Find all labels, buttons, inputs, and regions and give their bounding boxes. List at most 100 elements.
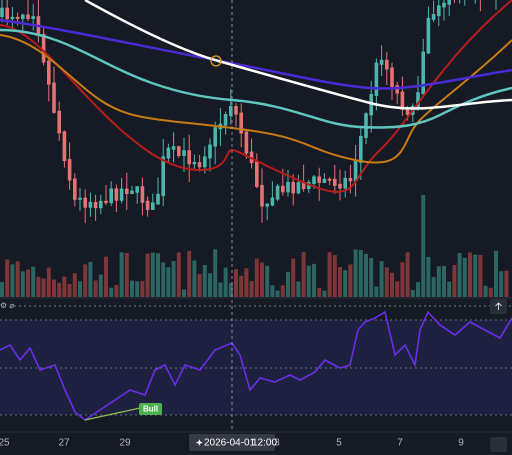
volume-bar (88, 262, 93, 297)
volume-bar (192, 260, 197, 297)
volume-bar (0, 282, 4, 297)
volume-bar (494, 250, 498, 297)
candle-body (333, 178, 337, 186)
candle-body (416, 92, 420, 108)
volume-bar (343, 270, 348, 297)
candles (0, 0, 497, 224)
candle-body (317, 176, 321, 183)
bull-label: Bull (143, 405, 158, 414)
candle-body (296, 182, 301, 194)
candle-body (265, 203, 269, 207)
candle-body (405, 107, 410, 115)
candle-body (26, 14, 30, 19)
volume-bar (171, 261, 176, 297)
volume-bar (301, 252, 306, 297)
volume-bar (67, 284, 72, 297)
volume-bar (291, 258, 296, 297)
candle-body (369, 93, 373, 116)
candle-body (21, 14, 25, 19)
candle-body (73, 178, 77, 200)
ma-teal (0, 28, 512, 129)
scroll-button[interactable] (490, 437, 507, 452)
pane-icons[interactable]: ⚙ ⌀ (0, 301, 14, 310)
volume-bar (436, 266, 441, 297)
candle-body (203, 156, 207, 168)
candle-body (88, 201, 93, 208)
volume-bar (244, 268, 249, 297)
volume-bar (31, 266, 36, 297)
volume-bar (260, 262, 264, 297)
candle-body (229, 106, 233, 117)
volume-bar (166, 267, 171, 297)
volume-bar (353, 249, 358, 297)
candle-body (312, 176, 316, 184)
volume-bar (20, 271, 25, 297)
volume-bar (306, 265, 311, 297)
volume-bar (483, 285, 488, 297)
volume-bar (468, 252, 472, 297)
divergence-line (84, 407, 141, 421)
rsi-line (0, 310, 512, 421)
candle-body (390, 67, 394, 88)
volume-bar (431, 277, 436, 297)
volume-bar (275, 290, 280, 297)
volume-bar (36, 276, 41, 297)
volume-bar (228, 283, 233, 297)
volume-bar (447, 281, 452, 297)
volume-bar (161, 262, 166, 297)
volume-bar (124, 252, 129, 297)
time-label: 7 (397, 438, 403, 449)
volume-bar (504, 270, 509, 297)
volume-bar (119, 252, 124, 297)
candle-body (41, 33, 46, 63)
crosshair-time-box (189, 434, 275, 451)
candle-body (322, 178, 327, 183)
volume-bar (249, 281, 254, 297)
candle-body (15, 16, 20, 19)
volume-bar (322, 290, 327, 297)
volume-bar (150, 252, 155, 297)
candle-body (0, 7, 4, 17)
volume-bar (114, 284, 119, 297)
ma-red (0, 0, 512, 193)
candle-body (447, 0, 451, 5)
candle-body (177, 146, 181, 156)
candle-body (78, 197, 82, 200)
candle-body (239, 112, 243, 134)
candle-body (385, 59, 389, 70)
candle-body (431, 14, 436, 20)
candle-body (208, 144, 212, 159)
ma-orange (0, 34, 512, 164)
candle-body (260, 184, 264, 207)
marker-circle (210, 55, 222, 67)
ma-blue (0, 18, 512, 90)
candle-body (62, 131, 67, 162)
volume-bar (452, 264, 457, 297)
volume-bar (223, 267, 228, 297)
candle-body (442, 2, 446, 8)
volume-bar (395, 281, 400, 297)
volume-bar (379, 261, 384, 297)
volume-bar (280, 285, 285, 297)
volume-bar (213, 249, 218, 297)
volume-bar (390, 272, 394, 297)
ma-white (84, 0, 512, 110)
volume-bar (202, 264, 207, 297)
volume-bar (457, 252, 462, 297)
candle-body (327, 178, 332, 181)
volume-bar (405, 252, 410, 297)
candle-body (182, 150, 186, 156)
volume-bar (286, 271, 290, 297)
crosshair-date: 2026-04-01 (204, 438, 256, 449)
volume-bar (234, 269, 238, 297)
candle-body (130, 190, 134, 194)
volume-bar (208, 273, 212, 297)
volume-bar (473, 254, 478, 297)
volume-bar (374, 286, 379, 297)
candle-body (374, 62, 379, 96)
volume-bar (135, 281, 140, 297)
volume-bar (52, 279, 56, 297)
candle-body (359, 135, 363, 163)
volume-bar (421, 195, 426, 297)
